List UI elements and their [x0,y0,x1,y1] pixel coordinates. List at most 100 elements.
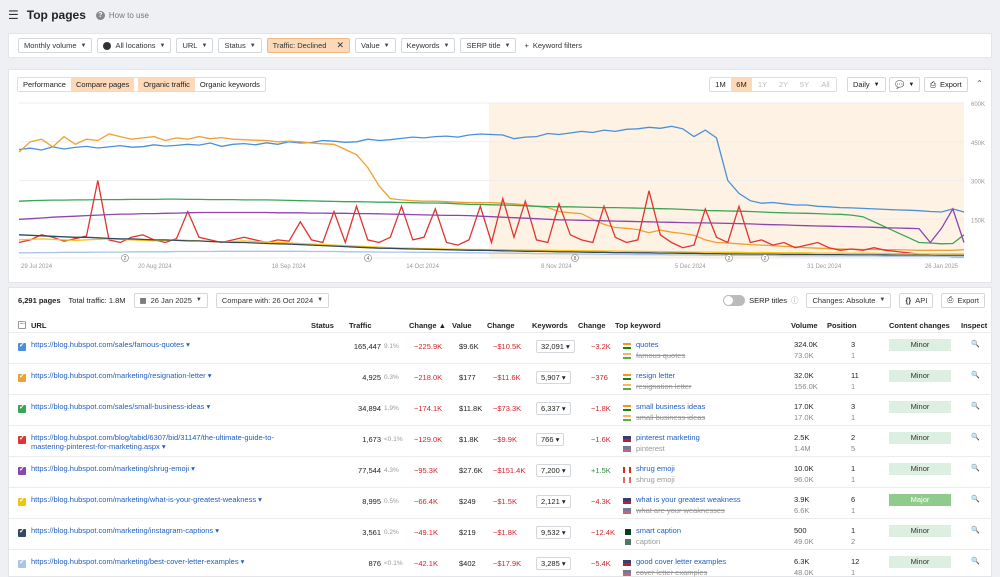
column-header-10[interactable]: Position [827,321,857,330]
keywords-dropdown[interactable]: 5,907 ▾ [536,371,571,384]
api-button[interactable]: {} API [899,292,934,308]
range-All[interactable]: All [821,80,830,89]
changes-dropdown[interactable]: Changes: Absolute ▼ [806,292,892,308]
content-change-badge[interactable]: Minor [889,556,951,568]
inspect-icon[interactable]: 🔍 [971,558,980,565]
range-5Y[interactable]: 5Y [799,80,810,89]
keywords-dropdown[interactable]: 2,121 ▾ [536,495,571,508]
filter-6[interactable]: Keywords ▼ [400,38,456,53]
inspect-icon[interactable]: 🔍 [971,403,980,410]
chart-tab-3[interactable]: Organic keywords [199,80,260,89]
column-header-8[interactable]: Top keyword [615,321,661,330]
collapse-chart-icon[interactable]: ⌃ [976,79,983,88]
page-url-link[interactable]: https://blog.hubspot.com/marketing/shrug… [31,464,195,473]
chart-tab-0[interactable]: Performance [23,80,66,89]
keywords-dropdown[interactable]: 3,285 ▾ [536,557,571,570]
inspect-icon[interactable]: 🔍 [971,527,980,534]
table-export-button[interactable]: ⎙ Export [941,292,985,308]
row-checkbox[interactable] [18,558,26,568]
filter-7[interactable]: SERP title ▼ [460,38,517,53]
range-1M[interactable]: 1M [715,80,726,89]
page-url-link[interactable]: https://blog.hubspot.com/marketing/best-… [31,557,245,566]
row-checkbox[interactable] [18,434,26,444]
interval-dropdown[interactable]: Daily ▼ [847,77,886,92]
range-1Y[interactable]: 1Y [757,80,768,89]
inspect-icon[interactable]: 🔍 [971,372,980,379]
row-checkbox[interactable] [18,403,26,413]
select-all-checkbox[interactable]: − [18,319,26,329]
pages-table: 6,291 pages Total traffic: 1.8M ▦ 26 Jan … [8,287,993,577]
filter-4[interactable]: Traffic: Declined ✕ [266,38,350,53]
row-checkbox[interactable] [18,496,26,506]
how-to-use-link[interactable]: ? How to use [95,10,149,20]
page-url-link[interactable]: https://blog.hubspot.com/marketing/what-… [31,495,262,504]
column-header-0[interactable]: URL [31,321,47,330]
top-keyword-link[interactable]: resign letter [636,371,676,380]
traffic-chart: 600K 450K 300K 150K 2 4 8 2 2 29 Jul 2024 20 Aug 2… [18,102,985,270]
compare-dropdown[interactable]: Compare with: 26 Oct 2024 ▼ [215,292,330,308]
inspect-icon[interactable]: 🔍 [971,496,980,503]
chart-tab-2[interactable]: Organic traffic [138,78,195,91]
chart-export-button[interactable]: ⎙ Export [924,77,968,92]
row-checkbox[interactable] [18,465,26,475]
content-change-badge[interactable]: Minor [889,463,951,475]
page-url-link[interactable]: https://blog.hubspot.com/blog/tabid/6307… [31,433,274,451]
column-header-6[interactable]: Keywords [532,321,568,330]
keyword-volume: 10.0K [794,464,814,473]
top-keyword-link[interactable]: what is your greatest weakness [636,495,741,504]
page-url-link[interactable]: https://blog.hubspot.com/marketing/insta… [31,526,220,535]
content-change-badge[interactable]: Major [889,494,951,506]
keywords-dropdown[interactable]: 9,532 ▾ [536,526,571,539]
filter-5[interactable]: Value ▼ [354,38,396,53]
column-header-11[interactable]: Content changes [889,321,950,330]
row-checkbox[interactable] [18,341,26,351]
filter-8[interactable]: + Keyword filters [521,38,586,53]
content-change-badge[interactable]: Minor [889,401,951,413]
top-keyword-link[interactable]: quotes [636,340,659,349]
column-header-1[interactable]: Status [311,321,334,330]
filter-1[interactable]: All locations ▼ [97,38,172,53]
date-picker[interactable]: ▦ 26 Jan 2025 ▼ [133,292,208,308]
inspect-icon[interactable]: 🔍 [971,434,980,441]
keywords-dropdown[interactable]: 7,200 ▾ [536,464,571,477]
traffic-share: 9.1% [384,343,399,350]
serp-titles-toggle[interactable] [723,294,746,306]
annotations-dropdown[interactable]: 💬 ▼ [889,77,921,92]
chart-tab-1[interactable]: Compare pages [70,78,135,91]
keywords-dropdown[interactable]: 766 ▾ [536,433,565,446]
top-keyword-link[interactable]: smart caption [636,526,682,535]
row-checkbox[interactable] [18,527,26,537]
page-url-link[interactable]: https://blog.hubspot.com/sales/famous-qu… [31,340,190,349]
column-header-5[interactable]: Change [487,321,515,330]
top-keyword-link[interactable]: pinterest marketing [636,433,700,442]
filter-3[interactable]: Status ▼ [218,38,262,53]
previous-position: 1 [851,382,856,391]
range-6M[interactable]: 6M [731,78,752,91]
column-header-9[interactable]: Volume [791,321,818,330]
content-change-badge[interactable]: Minor [889,432,951,444]
page-url-link[interactable]: https://blog.hubspot.com/marketing/resig… [31,371,212,380]
series-line-resignation-letter [18,133,965,251]
top-keyword-link[interactable]: small business ideas [636,402,706,411]
close-icon[interactable]: ✕ [336,40,344,50]
top-keyword-link[interactable]: shrug emoji [636,464,675,473]
column-header-4[interactable]: Value [452,321,472,330]
keywords-dropdown[interactable]: 32,091 ▾ [536,340,575,353]
column-header-2[interactable]: Traffic [349,321,372,330]
column-header-3[interactable]: Change ▲ [409,321,447,330]
keywords-dropdown[interactable]: 6,337 ▾ [536,402,571,415]
top-keyword-link[interactable]: good cover letter examples [636,557,727,566]
content-change-badge[interactable]: Minor [889,525,951,537]
content-change-badge[interactable]: Minor [889,339,951,351]
menu-icon[interactable]: ☰ [8,8,19,22]
inspect-icon[interactable]: 🔍 [971,341,980,348]
inspect-icon[interactable]: 🔍 [971,465,980,472]
range-2Y[interactable]: 2Y [778,80,789,89]
row-checkbox[interactable] [18,372,26,382]
filter-0[interactable]: Monthly volume ▼ [18,38,93,53]
filter-2[interactable]: URL ▼ [176,38,214,53]
column-header-7[interactable]: Change [578,321,606,330]
page-url-link[interactable]: https://blog.hubspot.com/sales/small-bus… [31,402,211,411]
content-change-badge[interactable]: Minor [889,370,951,382]
column-header-12[interactable]: Inspect [961,321,988,330]
